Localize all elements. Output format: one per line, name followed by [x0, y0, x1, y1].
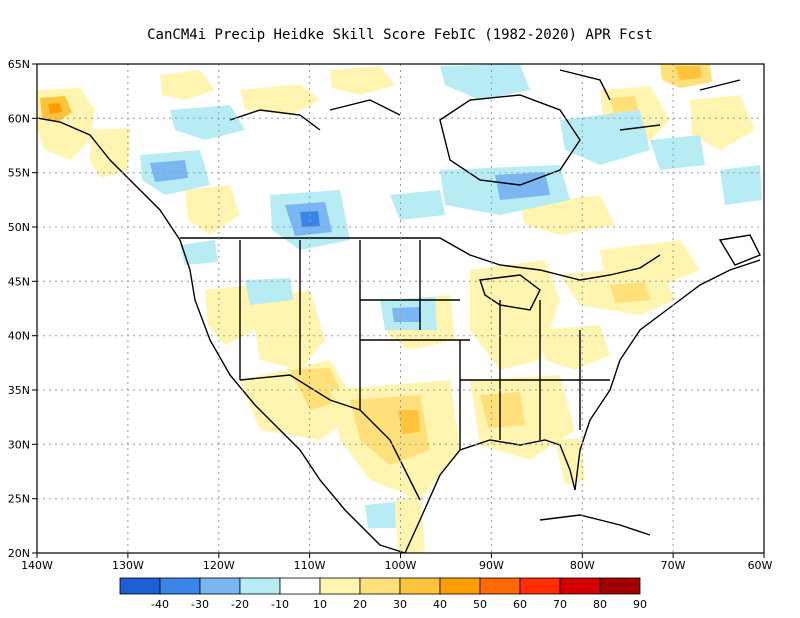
colorbar-swatch: [519, 577, 561, 595]
colorbar-swatch: [439, 577, 481, 595]
lon-label: 110W: [294, 559, 326, 572]
lat-label: 30N: [8, 438, 30, 451]
colorbar-label: 90: [633, 598, 647, 611]
hudson-bay: [439, 94, 581, 186]
negative-region-bc-coast: [180, 240, 218, 265]
tick-marks: [32, 63, 765, 558]
arctic-islands: [229, 69, 741, 131]
negative-region-quebec-east: [650, 135, 705, 170]
negative-region-arctic1: [440, 64, 530, 100]
lon-label: 100W: [385, 559, 417, 572]
lon-label: 80W: [570, 559, 595, 572]
colorbar-label: -10: [271, 598, 289, 611]
colorbar-label: 40: [433, 598, 447, 611]
coastlines-and-borders: [37, 69, 761, 553]
colorbar-label: 50: [473, 598, 487, 611]
lon-label: 90W: [479, 559, 504, 572]
positive-region-southwest-core: [290, 368, 345, 410]
lon-label: 140W: [21, 559, 53, 572]
lat-label: 50N: [8, 221, 30, 234]
negative-region-hudson-west: [390, 190, 445, 220]
coastline-pacific: [37, 117, 406, 553]
chart-title: CanCM4i Precip Heidke Skill Score FebIC …: [147, 27, 653, 43]
positive-region-ohio: [540, 325, 610, 370]
state-lines-west: [239, 240, 361, 410]
colorbar-swatch: [399, 577, 441, 595]
colorbar-swatch: [319, 577, 361, 595]
colorbar-label: 20: [353, 598, 367, 611]
coastline-gulf: [404, 439, 576, 553]
newfoundland: [718, 234, 761, 266]
colorbar-swatch: [119, 577, 161, 595]
colorbar-swatch: [239, 577, 281, 595]
lat-label: 60N: [8, 112, 30, 125]
positive-region-arctic2: [240, 84, 320, 115]
negative-region-gulf-ca: [365, 502, 396, 528]
colorbar-label: 70: [553, 598, 567, 611]
positive-region-gulf-core: [480, 392, 525, 428]
negative-region-ne-plains-core: [392, 307, 421, 322]
positive-region-rockies: [250, 290, 325, 370]
colorbar-label: -20: [231, 598, 249, 611]
colorbar-label: -30: [191, 598, 209, 611]
lat-label: 40N: [8, 330, 30, 343]
positive-region-nevada: [205, 285, 255, 345]
colorbar-swatch: [199, 577, 241, 595]
colorbar-label: 30: [393, 598, 407, 611]
longitude-labels: 140W 130W 120W 110W 100W 90W 80W 70W 60W: [21, 559, 772, 572]
positive-region-greenland-peak: [675, 66, 702, 80]
latitude-labels: 20N 25N 30N 35N 40N 45N 50N 55N 60N 65N: [8, 58, 30, 560]
lat-label: 45N: [8, 275, 30, 288]
lat-label: 35N: [8, 384, 30, 397]
skill-shading: [37, 64, 762, 553]
positive-region-alaska-peak: [48, 103, 62, 114]
state-lines-central: [360, 240, 470, 450]
negative-region-nw-core: [150, 160, 188, 182]
colorbar-swatch: [479, 577, 521, 595]
colorbar-label: 10: [313, 598, 327, 611]
colorbar-label: -40: [151, 598, 169, 611]
positive-region-texas-peak: [398, 410, 420, 434]
lat-label: 65N: [8, 58, 30, 71]
positive-region-yukon: [90, 128, 130, 178]
colorbar-swatch: [279, 577, 321, 595]
colorbar-label: 60: [513, 598, 527, 611]
colorbar-swatch: [159, 577, 201, 595]
colorbar: -40 -30 -20 -10 10 20 30 40 50 60 70 80 90: [119, 577, 647, 611]
positive-region-bc: [185, 185, 240, 235]
lat-label: 20N: [8, 547, 30, 560]
lat-label: 25N: [8, 493, 30, 506]
state-lines-east: [460, 300, 610, 440]
lon-label: 60W: [748, 559, 773, 572]
negative-region-arctic2: [170, 105, 245, 140]
lon-label: 130W: [112, 559, 144, 572]
border-us-canada: [180, 237, 661, 281]
lat-label: 55N: [8, 167, 30, 180]
colorbar-swatch: [599, 577, 641, 595]
positive-region-arctic3: [330, 66, 395, 95]
negative-region-pac-nw: [245, 278, 293, 305]
positive-region-northeast-core: [610, 282, 650, 303]
lon-label: 120W: [203, 559, 235, 572]
positive-region-mexico: [395, 495, 425, 553]
colorbar-swatch: [359, 577, 401, 595]
negative-region-labrador: [720, 165, 762, 205]
colorbar-label: 80: [593, 598, 607, 611]
coastline-atlantic: [574, 259, 761, 491]
great-lakes: [479, 274, 541, 311]
colorbar-swatch: [559, 577, 601, 595]
positive-region-quebec: [690, 95, 755, 150]
cuba: [539, 514, 651, 536]
negative-region-alberta-peak: [300, 211, 320, 227]
lon-label: 70W: [661, 559, 686, 572]
positive-region-arctic1: [160, 70, 215, 100]
negative-region-quebec: [560, 110, 650, 165]
gridlines: [37, 64, 764, 553]
